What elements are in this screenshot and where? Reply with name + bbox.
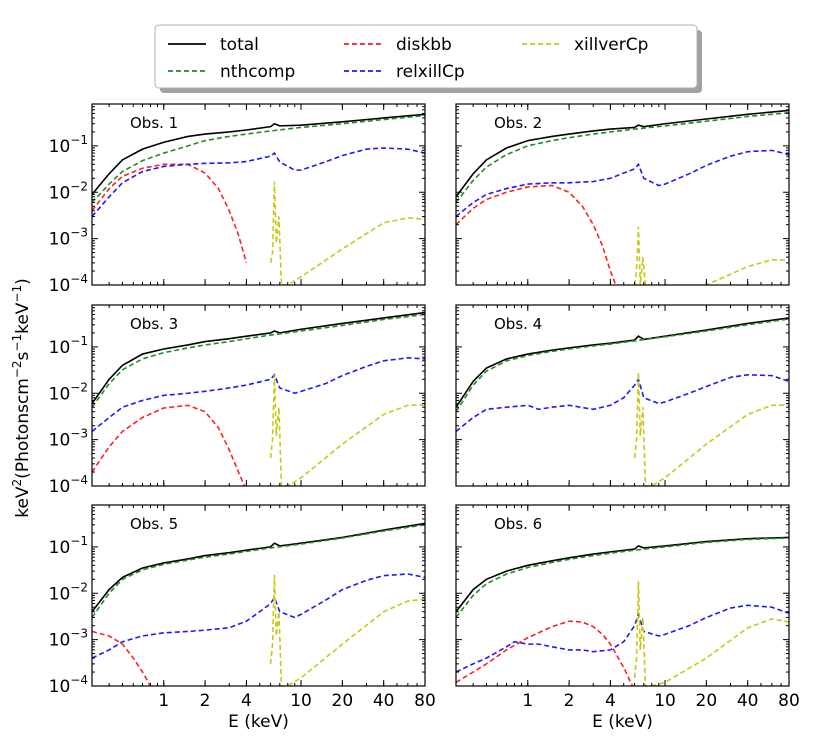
- series-relxillCp: [456, 604, 789, 673]
- panel-label: Obs. 1: [130, 114, 178, 132]
- series-xillverCp: [269, 181, 425, 285]
- panel-label: Obs. 5: [130, 515, 178, 533]
- series-group: [92, 522, 425, 686]
- x-tick-label: 20: [696, 691, 718, 711]
- y-tick-label: 10−2: [49, 580, 88, 604]
- x-tick-label: 2: [200, 691, 211, 711]
- series-group: [92, 113, 425, 285]
- x-tick-label: 40: [373, 691, 395, 711]
- series-nthcomp: [92, 523, 425, 618]
- x-tick-label: 80: [414, 691, 436, 711]
- x-tick-label: 2: [564, 691, 575, 711]
- x-tick-label: 40: [737, 691, 759, 711]
- x-tick-label: 10: [290, 691, 312, 711]
- y-tick-label: 10−3: [49, 427, 88, 451]
- series-relxillCp: [92, 147, 425, 218]
- series-group: [456, 317, 789, 486]
- legend-label: nthcomp: [220, 62, 295, 82]
- series-nthcomp: [456, 111, 789, 204]
- legend-label: total: [220, 35, 259, 55]
- legend-label: xillverCp: [574, 35, 648, 55]
- legend-box: [154, 24, 698, 89]
- series-nthcomp: [92, 313, 425, 408]
- series-diskbb: [92, 404, 246, 486]
- panel-label: Obs. 6: [494, 515, 542, 533]
- series-group: [92, 311, 425, 486]
- series-total: [456, 109, 789, 198]
- series-group: [456, 109, 789, 285]
- series-xillverCp: [269, 574, 425, 686]
- panel-obs-3: 10−1 10−2 10−3 10−4 Obs. 3: [49, 304, 426, 497]
- series-diskbb: [456, 184, 617, 285]
- legend-label: relxillCp: [396, 62, 465, 82]
- series-relxillCp: [92, 573, 425, 659]
- y-tick-label: 10−2: [49, 380, 88, 404]
- panels-group: 10−1 10−2 10−3 10−4 Obs. 1 Obs. 2 10−1 10−2 10−3…: [49, 103, 800, 711]
- legend-entry-xillverCp: xillverCp: [522, 35, 648, 55]
- panel-label: Obs. 2: [494, 114, 542, 132]
- series-total: [92, 113, 425, 195]
- axis-labels: E (keV) E (keV) keV2(Photonscm−2s−1keV−1): [10, 278, 653, 732]
- panel-obs-6: 1 2 4 10 20 40 80 Obs. 6: [455, 504, 800, 711]
- panel-obs-2: Obs. 2: [455, 103, 790, 286]
- y-tick-label: 10−3: [49, 627, 88, 651]
- series-relxillCp: [92, 357, 425, 433]
- legend-label: diskbb: [396, 35, 452, 55]
- panel-label: Obs. 4: [494, 315, 542, 333]
- x-tick-label: 4: [605, 691, 616, 711]
- y-tick-label: 10−4: [49, 272, 88, 296]
- legend-entry-total: total: [168, 35, 259, 55]
- series-xillverCp: [633, 372, 789, 486]
- series-nthcomp: [92, 114, 425, 204]
- x-tick-label: 10: [654, 691, 676, 711]
- legend-entry-relxillCp: relxillCp: [344, 62, 465, 82]
- y-tick-label: 10−1: [49, 334, 88, 358]
- series-xillverCp: [633, 226, 789, 285]
- x-tick-label: 1: [522, 691, 533, 711]
- series-total: [92, 522, 425, 613]
- y-tick-label: 10−4: [49, 673, 88, 697]
- panel-obs-1: 10−1 10−2 10−3 10−4 Obs. 1: [49, 103, 426, 296]
- y-tick-label: 10−3: [49, 226, 88, 250]
- legend: total nthcomp diskbb relxillCp xillverCp: [154, 24, 702, 93]
- series-nthcomp: [456, 537, 789, 618]
- y-tick-label: 10−4: [49, 473, 88, 497]
- panel-label: Obs. 3: [130, 315, 178, 333]
- panel-obs-4: Obs. 4: [455, 304, 790, 487]
- series-total: [456, 536, 789, 613]
- legend-entry-diskbb: diskbb: [344, 35, 452, 55]
- series-xillverCp: [269, 374, 425, 486]
- y-tick-label: 10−2: [49, 179, 88, 203]
- panel-obs-5: 10−1 10−2 10−3 10−4 1 2 4 10 20 40 80 Obs. 5: [49, 504, 436, 711]
- x-axis-label: E (keV): [592, 712, 653, 732]
- legend-entry-nthcomp: nthcomp: [168, 62, 295, 82]
- y-tick-label: 10−1: [49, 534, 88, 558]
- x-tick-label: 80: [778, 691, 800, 711]
- x-axis-label: E (keV): [228, 712, 289, 732]
- series-total: [456, 317, 789, 408]
- x-tick-label: 1: [158, 691, 169, 711]
- series-diskbb: [92, 630, 152, 686]
- series-relxillCp: [456, 149, 789, 218]
- series-nthcomp: [456, 318, 789, 413]
- y-axis-label: keV2(Photonscm−2s−1keV−1): [10, 278, 33, 518]
- series-diskbb: [456, 620, 634, 686]
- series-group: [456, 536, 789, 686]
- series-relxillCp: [456, 373, 789, 433]
- y-tick-label: 10−1: [49, 133, 88, 157]
- x-tick-label: 20: [332, 691, 354, 711]
- series-xillverCp: [633, 581, 789, 686]
- x-tick-label: 4: [241, 691, 252, 711]
- series-total: [92, 311, 425, 405]
